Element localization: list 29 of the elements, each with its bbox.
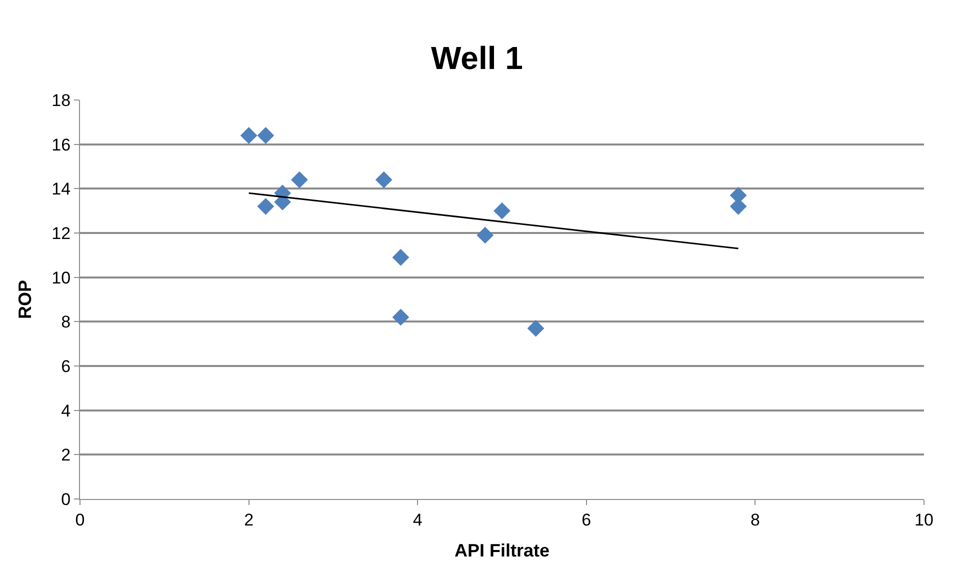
y-tick-label: 0 [61,490,71,509]
y-axis-title: ROP [14,280,35,320]
point [392,308,410,326]
point [392,248,410,266]
chart-title: Well 1 [431,40,523,76]
y-tick-label: 6 [61,356,71,376]
point [257,198,274,215]
point [257,127,274,144]
y-tick-label: 16 [52,135,71,154]
y-tick-label: 2 [61,446,71,465]
point [527,320,544,337]
point [290,171,308,188]
x-tick-label: 4 [412,510,422,530]
y-tick-label: 12 [52,224,71,243]
x-tick-label: 0 [75,510,85,530]
point [375,171,392,188]
y-tick-label: 14 [52,180,71,199]
x-axis-title: API Filtrate [454,540,550,560]
point [494,202,510,220]
x-tick-label: 6 [582,510,592,530]
y-tick-label: 18 [52,90,71,110]
y-tick-label: 8 [61,312,71,332]
y-tick-label: 4 [61,401,71,420]
point [476,226,494,244]
point [240,127,258,144]
x-tick-label: 8 [750,510,760,530]
y-tick-label: 10 [52,268,71,288]
x-tick-label: 2 [244,510,254,530]
x-tick-label: 10 [914,510,934,530]
